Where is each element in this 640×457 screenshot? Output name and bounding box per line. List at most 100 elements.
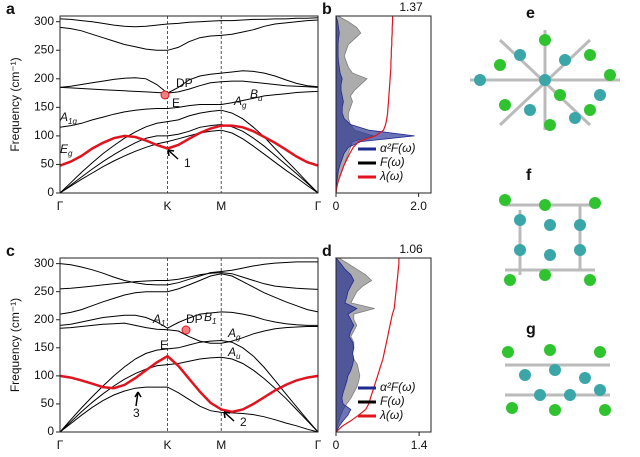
annotation: A1g [59,110,77,126]
band [59,123,319,194]
band [59,261,318,286]
annotation-sub: g [242,101,247,110]
plot-frame [59,15,319,194]
band [59,386,319,433]
structure-f [499,194,601,286]
annotation-main: DP [176,76,193,90]
x-tick-label: Γ [57,438,64,452]
structure-g [502,344,611,416]
panel-label: f [526,167,532,184]
annotation-sub: 1g [68,117,77,126]
annotation-sub: 1 [161,319,165,328]
lambda-line [335,16,394,194]
plot-frame [59,257,319,433]
x-tick-label: 1.4 [411,438,428,452]
band [59,354,319,414]
y-tick-label: 100 [34,368,54,382]
x-tick-label: Γ [315,199,322,213]
y-tick-label: 300 [34,14,54,28]
annotation: E [172,96,180,110]
band [59,80,319,94]
y-tick-label: 150 [34,340,54,354]
x-tick-label: Γ [57,199,64,213]
annotation: Bu [250,87,263,103]
annotation: Ag [233,94,247,110]
lambda-total: 1.06 [399,242,423,256]
panel-label: d [322,243,332,260]
band [59,129,319,194]
x-tick-label: Γ [315,438,322,452]
y-tick-label: 250 [34,284,54,298]
y-tick-label: 50 [41,396,55,410]
plot-frame [335,257,432,433]
band [59,124,319,167]
legend-label: λ(ω) [379,408,403,422]
annotation: 2 [240,415,247,429]
structure-e [470,30,620,131]
band [59,356,319,433]
annotation: Au [227,345,241,361]
band [59,322,318,344]
annotation-main: 3 [133,406,140,420]
annotation: B1 [204,310,216,326]
annotation-main: 2 [240,415,247,429]
annotation: 1 [184,156,191,170]
lambda-total: 1.37 [399,0,423,14]
y-axis-label: Frequency (cm⁻¹) [8,57,22,151]
annotation: Eg [60,142,73,158]
annotation: 3 [133,406,140,420]
annotation: DP [186,312,203,326]
x-tick-label: 0 [333,199,340,213]
dp-point [160,90,170,100]
annotation: E [160,338,168,352]
panel-label: b [322,1,332,18]
x-tick-label: M [216,438,226,452]
annotation: DP [176,76,193,90]
legend-label: F(ω) [380,155,405,169]
annotation-main: A [59,110,68,124]
band [59,17,319,28]
annotation-sub: u [236,352,241,361]
annotation-main: E [60,142,69,156]
band [59,70,319,94]
x-tick-label: 2.0 [410,199,427,213]
y-tick-label: 250 [34,42,54,56]
arrow [223,411,235,422]
x-tick-label: K [163,199,171,213]
annotation-main: DP [186,312,203,326]
arrow [134,391,142,407]
legend-label: α²F(ω) [380,380,416,394]
x-tick-label: 0 [333,438,340,452]
legend-label: λ(ω) [379,169,403,183]
annotation-main: A [227,326,236,340]
dp-point [181,325,191,335]
annotation-main: 1 [184,156,191,170]
band [59,19,319,51]
y-axis-label: Frequency (cm⁻¹) [8,298,22,392]
annotation: A1 [152,312,165,328]
plot-frame [335,15,432,194]
panel-label: a [6,1,15,18]
band [59,311,318,329]
y-tick-label: 150 [34,100,54,114]
legend-label: α²F(ω) [380,141,416,155]
band [59,272,319,290]
annotation-main: A [152,312,161,326]
y-tick-label: 0 [47,424,54,438]
dos-area [335,15,415,194]
annotation-main: A [233,94,242,108]
annotation: Ag [227,326,241,342]
legend-label: F(ω) [380,394,405,408]
y-tick-label: 200 [34,312,54,326]
y-tick-label: 50 [41,157,55,171]
annotation-main: B [204,310,212,324]
y-tick-label: 300 [34,256,54,270]
band [59,90,319,128]
annotation-main: B [250,87,258,101]
annotation-main: E [172,96,180,110]
annotation-sub: u [258,94,263,103]
x-tick-label: K [163,438,171,452]
annotation-main: A [227,345,236,359]
panel-label: g [526,321,536,338]
